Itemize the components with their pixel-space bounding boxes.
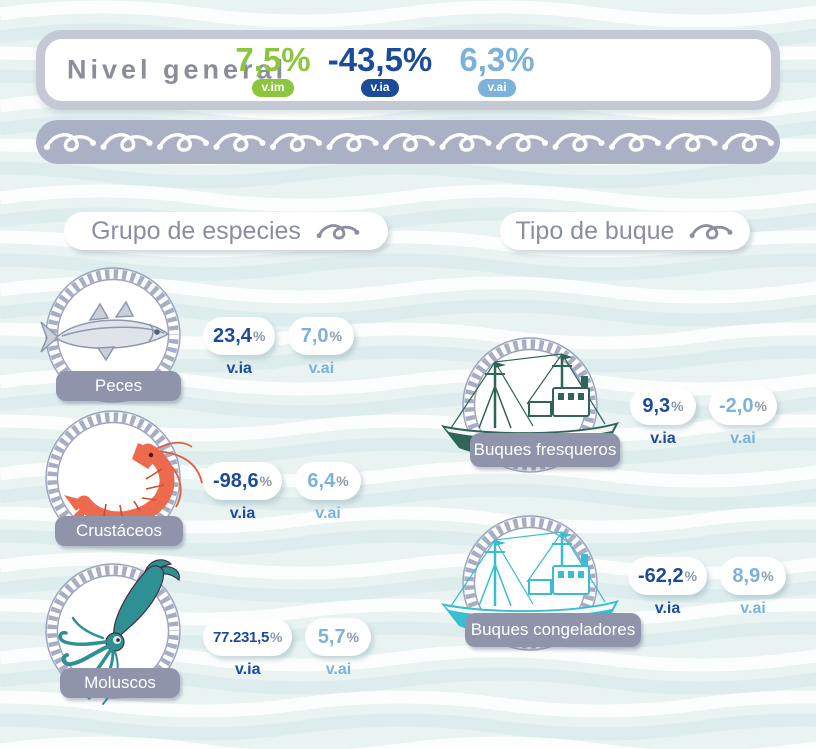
vessel-item-congeladores: Buques congeladores -62,2% v.ia 8,9% v.a… (441, 508, 795, 678)
section-header-vessel: Tipo de buque (500, 212, 750, 250)
via-label: v.ia (654, 600, 681, 617)
percent-sign: % (754, 398, 767, 414)
moluscos-via-value: 77.231,5 (213, 628, 269, 646)
section-title-vessel: Tipo de buque (515, 216, 675, 245)
fresqueros-via-pill: 9,3% (630, 387, 696, 425)
vai-label: v.ai (740, 600, 766, 617)
percent-sign: % (671, 398, 684, 414)
congeladores-vai-pill: 8,9% (720, 557, 787, 595)
crustaceos-vai-pill: 6,4% (295, 462, 362, 500)
rope-circle-badge (38, 403, 203, 553)
fish-icon (40, 300, 170, 362)
via-label: v.ia (650, 430, 676, 447)
via-label: v.ia (226, 360, 252, 377)
rope-knot-icon (688, 223, 735, 240)
metric-vai-badge: v.ai (478, 79, 516, 97)
species-item-moluscos: Moluscos 77.231,5% v.ia 5,7% v.ai (38, 556, 408, 726)
metric-vai: 6,3% v.ai (432, 39, 562, 101)
rope-band-pattern (42, 133, 776, 152)
item-label-peces: Peces (56, 371, 181, 401)
percent-sign: % (761, 568, 774, 584)
metric-via-badge: v.ia (361, 79, 399, 97)
peces-via-pill: 23,4% (203, 317, 276, 355)
moluscos-vai-pill: 5,7% (305, 618, 372, 656)
congeladores-via-value: -62,2 (638, 565, 684, 587)
item-label-crustaceos: Crustáceos (55, 516, 183, 546)
metric-via: -43,5% v.ia (315, 39, 445, 101)
fresqueros-vai-value: -2,0 (719, 395, 754, 417)
fresqueros-vai-pill: -2,0% (709, 387, 777, 425)
page-title: Nivel general (67, 54, 288, 85)
metric-vim: 7,5% v.im (208, 39, 338, 101)
section-title-species: Grupo de especies (91, 216, 301, 245)
crustaceos-vai-value: 6,4 (307, 470, 336, 492)
section-header-species: Grupo de especies (64, 212, 388, 250)
species-item-crustaceos: Crustáceos -98,6% v.ia 6,4% v.ai (38, 403, 408, 573)
fresqueros-via-value: 9,3 (642, 395, 671, 417)
rope-circle-badge (38, 556, 188, 706)
percent-sign: % (684, 568, 698, 584)
percent-sign: % (329, 328, 343, 344)
percent-sign: % (252, 328, 266, 344)
vai-label: v.ai (730, 430, 756, 447)
metric-vai-value: 6,3% (459, 41, 535, 79)
moluscos-vai-value: 5,7 (317, 626, 346, 648)
rope-band (36, 120, 780, 164)
crustaceos-via-value: -98,6 (213, 470, 259, 492)
via-label: v.ia (229, 505, 256, 522)
congeladores-vai-value: 8,9 (732, 565, 761, 587)
squid-icon (58, 559, 180, 705)
vai-label: v.ai (325, 661, 352, 678)
congeladores-via-pill: -62,2% (628, 557, 708, 595)
peces-vai-value: 7,0 (300, 325, 329, 347)
moluscos-via-pill: 77.231,5% (203, 618, 293, 656)
rope-circle-badge (38, 260, 188, 410)
percent-sign: % (336, 473, 349, 489)
peces-via-value: 23,4 (213, 325, 252, 347)
vai-label: v.ai (308, 360, 335, 377)
item-label-fresqueros: Buques fresqueros (470, 433, 620, 467)
metric-vim-value: 7,5% (235, 41, 311, 79)
shrimp-icon (64, 441, 203, 534)
peces-vai-pill: 7,0% (288, 317, 355, 355)
crustaceos-via-pill: -98,6% (203, 462, 283, 500)
nivel-general-panel: Nivel general 7,5% v.im -43,5% v.ia 6,3%… (36, 30, 780, 110)
via-label: v.ia (234, 661, 261, 678)
vessel-item-fresqueros: Buques fresqueros 9,3% v.ia -2,0% v.ai (441, 330, 795, 500)
percent-sign: % (259, 473, 273, 489)
species-item-peces: Peces 23,4% v.ia 7,0% v.ai (38, 260, 408, 430)
percent-sign: % (346, 629, 360, 645)
vai-label: v.ai (315, 505, 341, 522)
item-label-moluscos: Moluscos (60, 668, 180, 698)
metric-vim-badge: v.im (252, 79, 294, 97)
rope-knot-icon (315, 223, 361, 240)
percent-sign: % (270, 629, 283, 645)
item-label-congeladores: Buques congeladores (465, 613, 641, 647)
metric-via-value: -43,5% (327, 41, 433, 79)
